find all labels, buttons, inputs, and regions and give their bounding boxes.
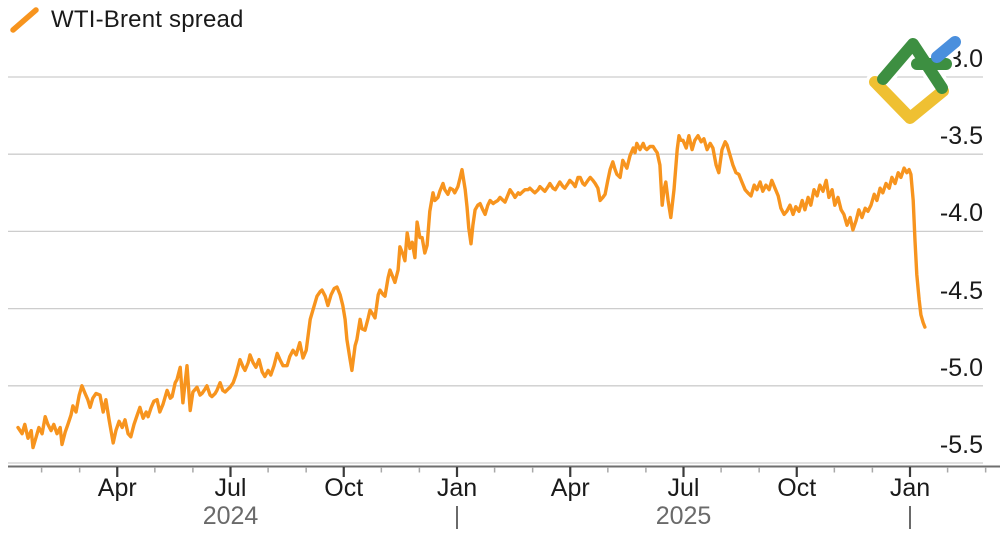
- logo-yellow-check: [869, 76, 949, 124]
- logo-blue-tip: [931, 36, 961, 63]
- y-axis-label: -5.0: [939, 353, 983, 382]
- y-axis-label: -4.0: [939, 199, 983, 228]
- legend: WTI-Brent spread: [8, 4, 244, 36]
- logo-green-peak: [877, 38, 948, 94]
- x-axis-label: Jul: [214, 474, 247, 502]
- y-axis-label: -5.5: [939, 431, 983, 459]
- year-separator: |: [906, 502, 914, 530]
- x-axis-label: Jan: [889, 474, 931, 502]
- x-axis-label: Oct: [324, 474, 364, 502]
- x-axis-label: Jul: [667, 474, 700, 502]
- x-axis-label: Apr: [97, 474, 137, 502]
- year-separator: |: [453, 502, 461, 530]
- y-axis-label: -3.5: [939, 122, 983, 151]
- x-axis-label: Oct: [777, 474, 817, 502]
- x-axis-label: Apr: [550, 474, 590, 502]
- y-axis-label: -4.5: [939, 276, 983, 305]
- year-label: 2024: [202, 502, 259, 530]
- series-line-wti-brent-spread: [16, 133, 927, 450]
- x-axis-label: Jan: [436, 474, 478, 502]
- year-label: 2025: [655, 502, 712, 530]
- legend-line-swatch: [10, 7, 39, 33]
- litefinance-logo: [865, 32, 965, 128]
- legend-label: WTI-Brent spread: [51, 6, 244, 33]
